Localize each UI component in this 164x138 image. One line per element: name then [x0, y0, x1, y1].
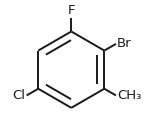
Text: Br: Br — [117, 37, 132, 50]
Text: F: F — [68, 4, 75, 17]
Text: CH₃: CH₃ — [117, 89, 141, 102]
Text: Cl: Cl — [13, 89, 26, 102]
